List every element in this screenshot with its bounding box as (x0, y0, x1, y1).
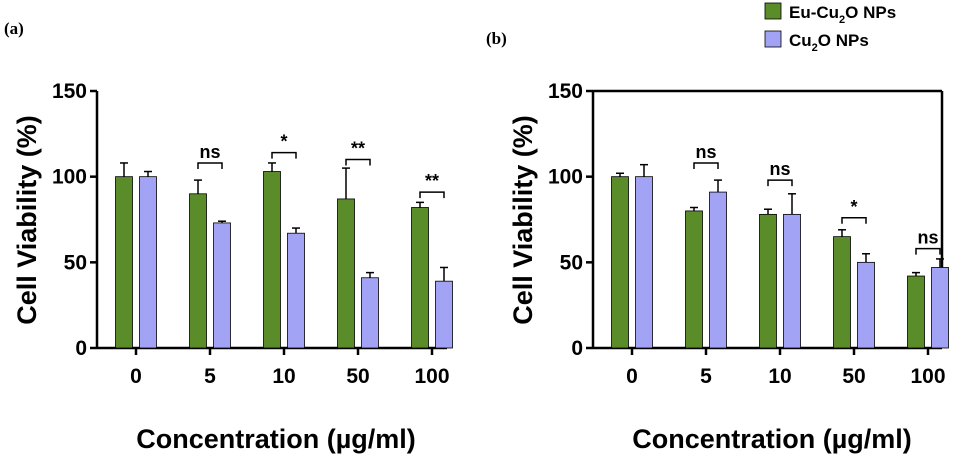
panel-b-bar-s0-c4 (907, 275, 925, 349)
panel-b-x-tick-label: 0 (626, 365, 638, 388)
panel-b-x-tick-label: 50 (842, 365, 865, 388)
panel-a-sig-bracket (197, 162, 223, 169)
legend-label-cu2o: Cu2O NPs (789, 31, 869, 54)
legend-label-eu-cu2o: Eu-Cu2O NPs (789, 3, 896, 26)
panel-b-sig-label: ns (917, 228, 938, 248)
panel-a-x-tick-label: 10 (272, 365, 295, 388)
panel-b-bar-s0-c2 (759, 213, 777, 349)
panel-b-x-axis-title: Concentration (µg/ml) (632, 424, 912, 454)
panel-b-sig-label: * (850, 197, 857, 217)
panel-b-y-axis-title: Cell Viability (%) (508, 115, 538, 325)
panel-b-sig-label: ns (769, 159, 790, 179)
panel-a-bar-s0-c2 (263, 171, 281, 349)
panel-b-y-tick-label: 50 (560, 251, 583, 274)
panel-a-x-tick-label: 0 (130, 365, 142, 388)
panel-a-sig-bracket (345, 158, 371, 166)
panel-a-chart: Cell Viability (%) Concentration (µg/ml)… (12, 80, 453, 454)
panel-b-plot-area: 0 50 100 150 0 5 10 50 100 ns ns * ns (548, 80, 949, 388)
panel-b-bar-s1-c1 (709, 191, 727, 349)
panel-b-x-tick-label: 5 (700, 365, 712, 388)
panel-b-bar-s0-c3 (833, 236, 851, 349)
panel-b-chart: Cell Viability (%) Concentration (µg/ml)… (508, 80, 949, 454)
panel-a-y-tick-label: 150 (52, 80, 87, 103)
panel-b-x-tick-label: 10 (768, 365, 791, 388)
panel-b-letter: (b) (486, 29, 507, 48)
panel-a-y-tick-label: 0 (75, 337, 87, 360)
panel-a-bar-s1-c4 (435, 280, 453, 349)
panel-b-x-tick-label: 100 (910, 365, 945, 388)
panel-b-bar-s1-c0 (635, 176, 653, 349)
panel-b-sig-bracket (693, 162, 719, 169)
panel-a-letter: (a) (4, 19, 24, 38)
panel-b-bar-s1-c4 (931, 267, 949, 349)
panel-a-sig-bracket (419, 191, 445, 199)
panel-a-x-tick-label: 100 (414, 365, 449, 388)
panel-a-sig-label: ns (199, 142, 220, 162)
panel-a-bar-s1-c3 (361, 277, 379, 349)
panel-a-sig-label: ** (351, 139, 365, 159)
panel-a-bar-s1-c1 (213, 222, 231, 349)
panel-a-x-axis-title: Concentration (µg/ml) (136, 424, 416, 454)
panel-a-bar-s1-c0 (139, 176, 157, 349)
panel-b-bar-s1-c3 (857, 261, 875, 349)
panel-b-sig-bracket (841, 217, 867, 224)
panel-b-bar-s1-c2 (783, 213, 801, 349)
panel-a-x-tick-label: 50 (346, 365, 369, 388)
panel-a-y-tick-label: 100 (52, 166, 87, 189)
legend-swatch-cu2o (764, 30, 782, 48)
legend: Eu-Cu2O NPs Cu2O NPs (764, 2, 896, 54)
panel-a-bar-s0-c0 (115, 176, 133, 349)
panel-a-y-tick-label: 50 (64, 251, 87, 274)
panel-a-y-axis-title: Cell Viability (%) (12, 115, 42, 325)
legend-swatch-eu-cu2o (764, 2, 782, 20)
panel-b-bar-s0-c1 (685, 210, 703, 349)
panel-a-sig-bracket (271, 151, 297, 159)
panel-a-sig-label: ** (425, 171, 439, 191)
panel-a-x-tick-label: 5 (204, 365, 216, 388)
panel-b-bar-s0-c0 (611, 176, 629, 349)
panel-b-y-tick-label: 0 (571, 337, 583, 360)
panel-b-sig-bracket (767, 179, 793, 187)
panel-b-y-tick-label: 100 (548, 166, 583, 189)
panel-a-bar-s1-c2 (287, 232, 305, 349)
panel-b-y-tick-label: 150 (548, 80, 583, 103)
panel-a-sig-label: * (280, 132, 287, 152)
panel-a-bar-s0-c1 (189, 193, 207, 349)
panel-b-sig-bracket (915, 247, 941, 255)
panel-b-sig-label: ns (695, 142, 716, 162)
panel-a-bar-s0-c4 (411, 207, 429, 349)
panel-a-bar-s0-c3 (337, 198, 355, 349)
